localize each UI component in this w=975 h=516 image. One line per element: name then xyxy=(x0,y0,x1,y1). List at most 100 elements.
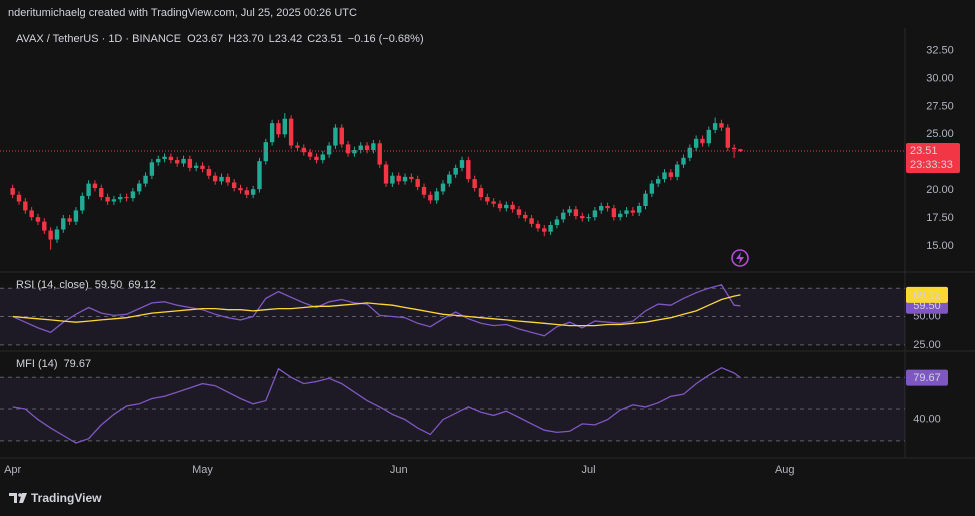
candle-body xyxy=(364,145,370,150)
lightning-icon xyxy=(731,249,749,267)
candle-body xyxy=(345,144,351,154)
candle-body xyxy=(67,218,72,222)
candle-body xyxy=(548,224,553,232)
candle-body xyxy=(421,186,427,195)
candle-body xyxy=(636,205,642,213)
ohlc-value: 23.70 xyxy=(236,33,264,45)
candle-body xyxy=(674,164,680,177)
candle-body xyxy=(276,123,281,135)
symbol-title: AVAX / TetherUS · 1D · BINANCE xyxy=(16,33,181,45)
candle-body xyxy=(35,217,41,222)
candle-body xyxy=(339,127,344,145)
candle-body xyxy=(485,197,490,202)
candle-body xyxy=(10,188,15,195)
candle-body xyxy=(54,229,60,240)
indicator-legend-value: 59.50 xyxy=(95,279,123,291)
indicator-value-tag: 59.50 xyxy=(913,300,941,312)
candle-body xyxy=(225,176,231,183)
indicator-legend-value: 69.12 xyxy=(128,279,156,291)
candle-body xyxy=(193,165,199,168)
candle-body xyxy=(124,197,129,199)
candle-body xyxy=(358,145,363,150)
candle-body xyxy=(712,123,718,130)
x-tick-label: May xyxy=(192,464,213,476)
ohlc-key: H xyxy=(228,33,236,45)
ohlc-value: 23.42 xyxy=(275,33,303,45)
candle-body xyxy=(383,164,389,184)
candle-body xyxy=(630,210,636,213)
candle-body xyxy=(314,156,319,161)
y-tick-label: 30.00 xyxy=(926,72,954,84)
candle-body xyxy=(580,216,585,219)
indicator-value-tag-box xyxy=(906,369,948,386)
candle-body xyxy=(282,118,287,135)
candle-body xyxy=(92,183,98,189)
candle-body xyxy=(719,123,724,128)
candle-body xyxy=(618,213,623,218)
candle-body xyxy=(453,167,458,175)
x-tick-label: Jun xyxy=(390,464,408,476)
candle-body xyxy=(599,205,604,211)
candle-body xyxy=(731,147,737,150)
candle-body xyxy=(402,176,408,182)
candle-body xyxy=(162,156,167,159)
candle-body xyxy=(231,182,237,189)
candle-body xyxy=(491,201,496,204)
brand-logo xyxy=(9,493,27,503)
candle-body xyxy=(567,209,572,213)
y-tick-label: 15.00 xyxy=(926,240,954,252)
ohlc-value: 23.67 xyxy=(196,33,224,45)
candle-body xyxy=(99,188,104,198)
candle-body xyxy=(561,212,566,220)
candle-body xyxy=(681,157,686,165)
y-tick-label: 25.00 xyxy=(926,128,954,140)
candle-body xyxy=(440,183,446,192)
indicator-line xyxy=(12,294,741,327)
indicator-title: RSI (14, close) xyxy=(16,279,89,291)
candle-body xyxy=(535,223,541,229)
indicator-line xyxy=(12,284,741,337)
candle-body xyxy=(693,138,699,148)
candle-body xyxy=(48,230,53,240)
candle-body xyxy=(288,118,294,146)
x-tick-label: Jul xyxy=(582,464,596,476)
candle-body xyxy=(269,123,275,143)
candle-body xyxy=(649,183,655,194)
candle-body xyxy=(168,156,174,161)
candle-body xyxy=(605,205,610,209)
candle-body xyxy=(200,165,205,170)
candle-body xyxy=(624,210,629,214)
candle-body xyxy=(295,145,300,148)
candle-body xyxy=(706,129,712,144)
candle-body xyxy=(111,199,117,202)
y-tick-label: 32.50 xyxy=(926,44,954,56)
candle-body xyxy=(447,174,452,184)
candle-body xyxy=(459,160,465,168)
indicator-legend-value: 79.67 xyxy=(64,358,92,370)
candle-body xyxy=(415,179,420,187)
candle-body xyxy=(516,209,522,215)
candle-body xyxy=(61,218,66,230)
ohlc-value: 23.51 xyxy=(315,33,343,45)
price-change: −0.16 (−0.68%) xyxy=(348,33,424,45)
y-tick-label: 17.50 xyxy=(926,212,954,224)
candle-body xyxy=(137,183,142,192)
candle-body xyxy=(466,160,471,180)
candle-body xyxy=(523,214,528,219)
indicator-value-tag-box xyxy=(906,286,948,303)
candle-body xyxy=(738,149,743,152)
y-tick-label: 20.00 xyxy=(926,184,954,196)
candle-body xyxy=(573,209,579,217)
candle-body xyxy=(478,188,484,198)
candle-body xyxy=(143,175,148,184)
brand-name: TradingView xyxy=(31,491,102,505)
candle-body xyxy=(73,210,79,222)
attribution: nderitumichaelg created with TradingView… xyxy=(8,7,357,19)
candle-body xyxy=(396,175,401,182)
candle-body xyxy=(301,147,306,153)
candle-body xyxy=(390,175,395,184)
candle-body xyxy=(611,208,617,218)
candle-body xyxy=(263,142,269,162)
indicator-title: MFI (14) xyxy=(16,358,58,370)
